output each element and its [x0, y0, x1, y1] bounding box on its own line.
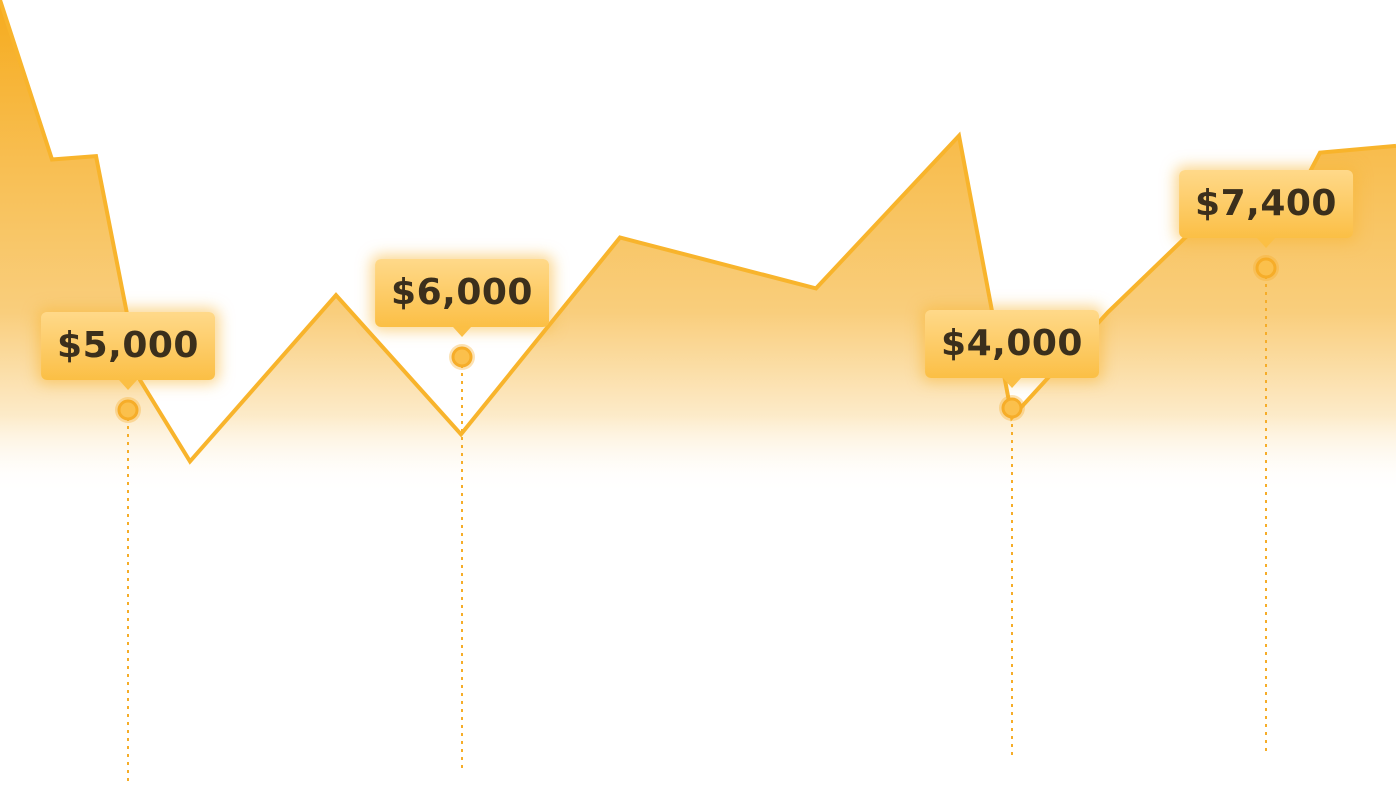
value-tooltip: $6,000 — [375, 259, 549, 337]
area-fill — [0, 0, 1396, 520]
area-layer — [0, 0, 1396, 520]
data-point-marker[interactable] — [1255, 257, 1277, 279]
value-tooltip: $4,000 — [925, 310, 1099, 388]
value-tooltip: $7,400 — [1179, 170, 1353, 248]
value-tooltip: $5,000 — [41, 312, 215, 390]
data-point-marker[interactable] — [117, 399, 139, 421]
data-point-marker[interactable] — [1001, 397, 1023, 419]
data-point-marker[interactable] — [451, 346, 473, 368]
guide-lines — [127, 268, 1267, 786]
markers — [115, 255, 1279, 423]
